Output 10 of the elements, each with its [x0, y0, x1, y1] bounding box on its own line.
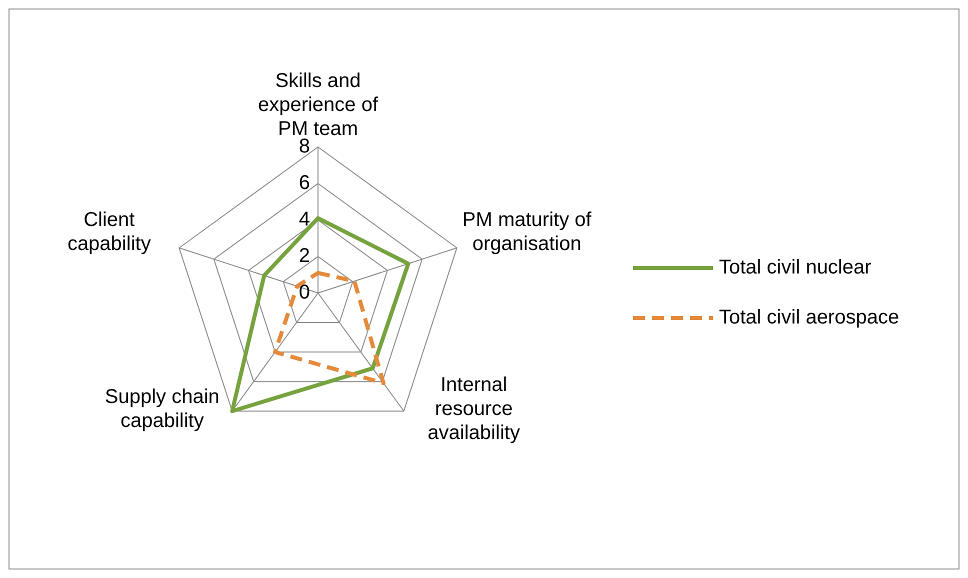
y-tick-label: 0 [298, 281, 310, 304]
y-tick-label: 4 [298, 208, 310, 230]
spoke-label: PM maturity of organisation [462, 208, 592, 255]
legend-label: Total civil nuclear [719, 256, 872, 278]
spoke-label: Internal resource availability [428, 374, 520, 444]
spoke-label: Client capability [67, 208, 151, 255]
legend-label: Total civil aerospace [719, 306, 900, 328]
y-tick-label: 6 [298, 172, 310, 194]
y-tick-label: 2 [298, 244, 310, 267]
spoke-label: Supply chain capability [104, 386, 220, 432]
